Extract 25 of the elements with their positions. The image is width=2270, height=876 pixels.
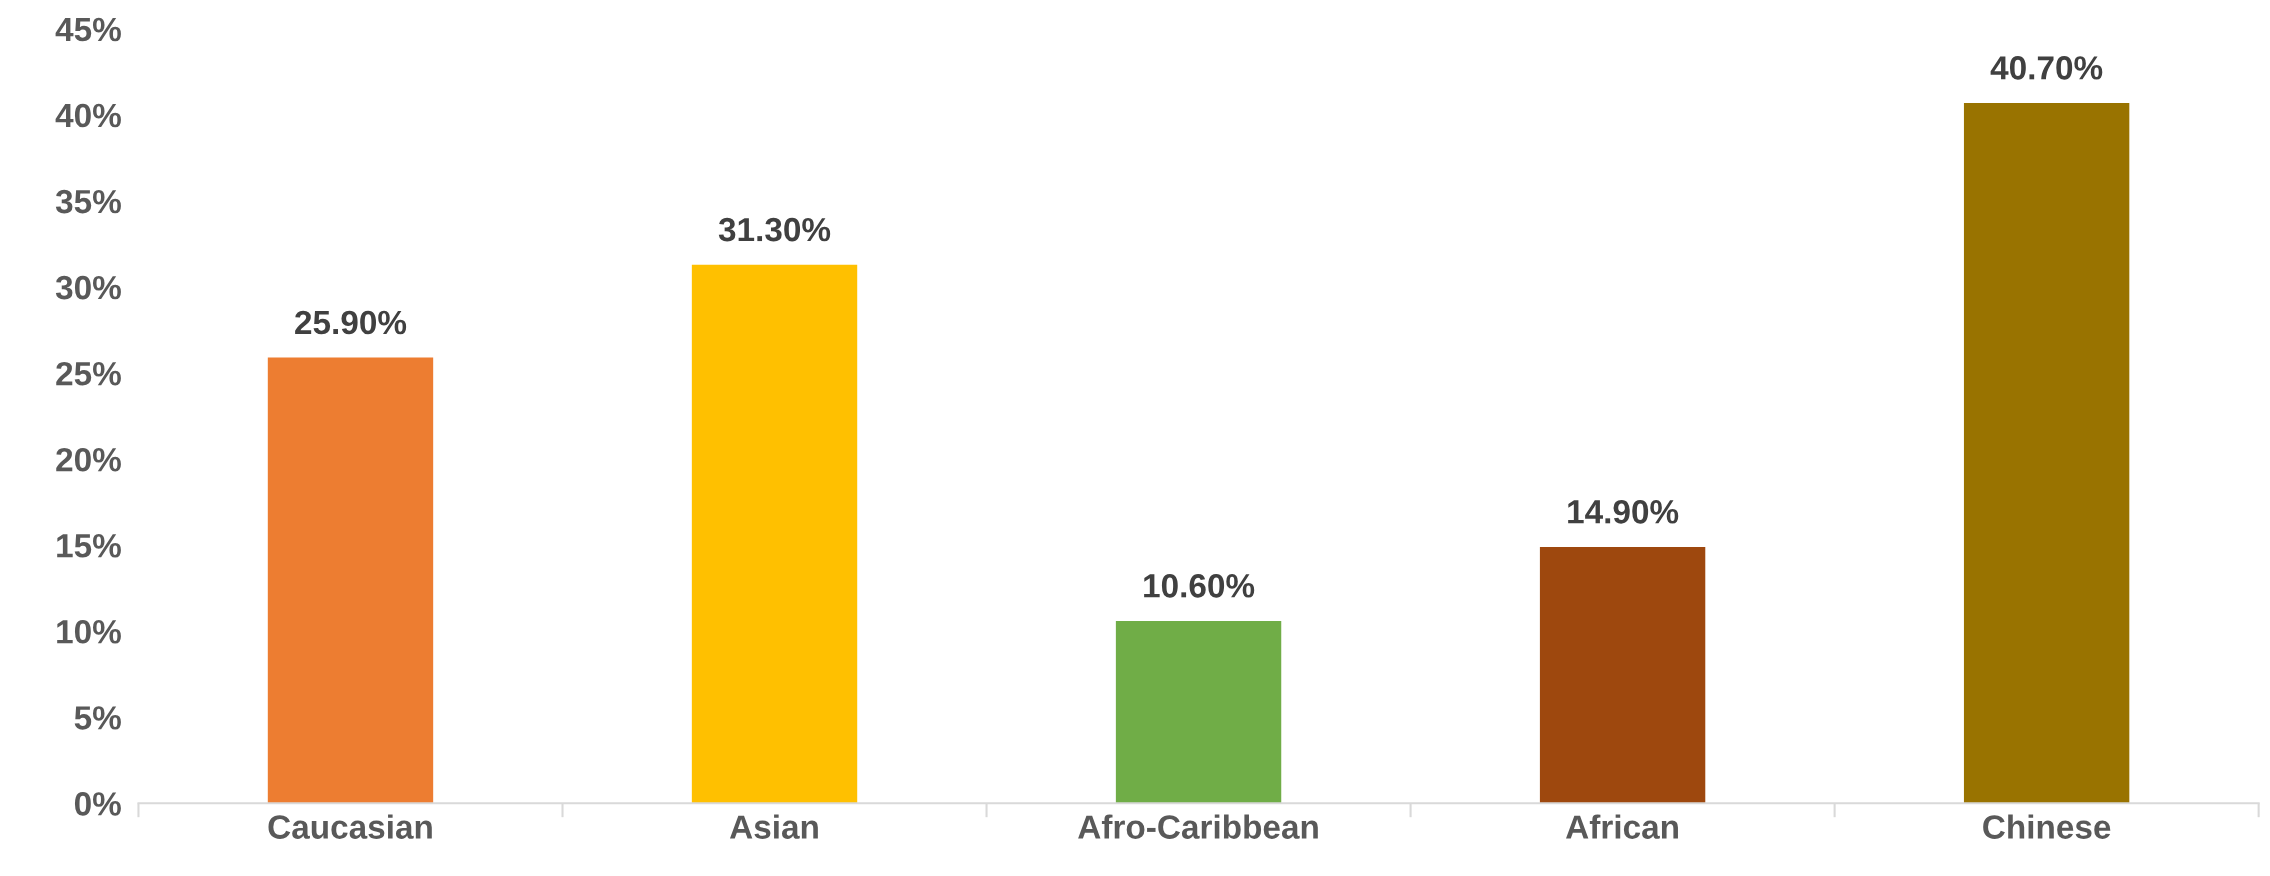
x-tick-label: African [1566, 814, 1678, 839]
x-tick-label: Afro-Caribbean [1078, 814, 1318, 839]
data-label: 10.60% [1144, 574, 1255, 598]
x-tick-label: Asian [729, 814, 818, 839]
x-tick-label: Chinese [1983, 814, 2111, 839]
y-tick-label: 0% [74, 792, 121, 816]
y-tick-label: 25% [56, 361, 121, 386]
bar [691, 264, 858, 804]
y-tick-label: 20% [56, 447, 121, 472]
y-tick-label: 30% [55, 275, 121, 300]
bar [1963, 102, 2130, 804]
y-tick-label: 15% [57, 534, 121, 558]
y-tick-label: 35% [55, 189, 121, 214]
y-tick-label: 45% [55, 17, 121, 42]
y-tick-label: 40% [55, 103, 121, 128]
x-tick-label: Caucasian [268, 814, 432, 839]
y-tick-label: 10% [57, 620, 121, 644]
bar [1115, 620, 1282, 804]
y-tick-label: 5% [74, 706, 121, 730]
bar [1539, 546, 1706, 804]
bar [267, 357, 434, 804]
data-label: 25.90% [295, 310, 407, 335]
data-label: 14.90% [1568, 500, 1679, 524]
data-label: 31.30% [718, 217, 831, 242]
data-label: 40.70% [1990, 56, 2103, 80]
